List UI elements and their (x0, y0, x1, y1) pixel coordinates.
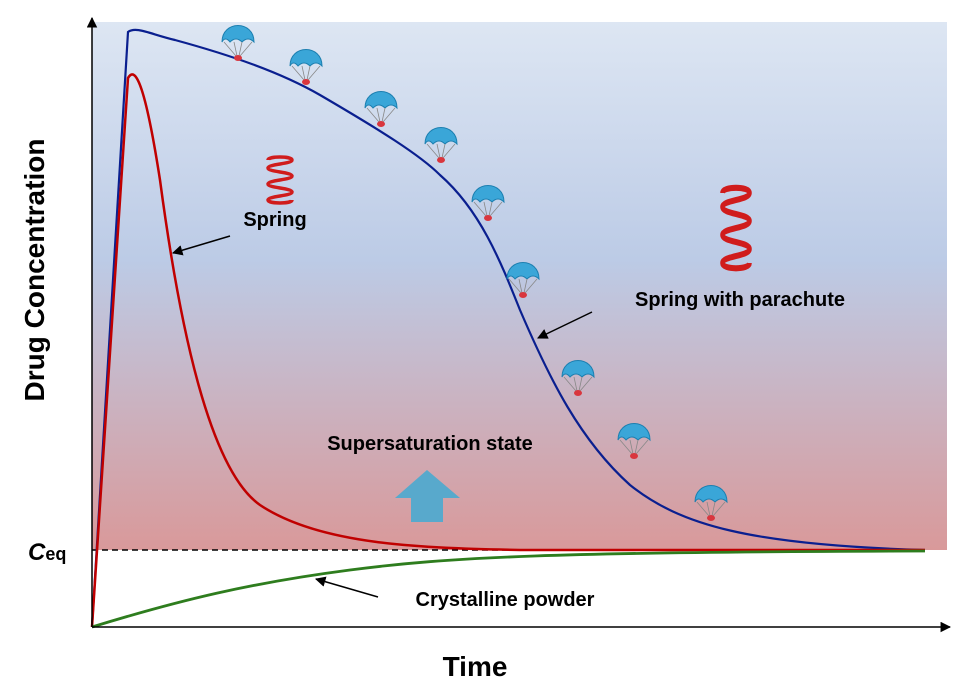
label-arrow (316, 579, 378, 597)
diagram: Spring Spring with parachute Supersatura… (0, 0, 953, 682)
ceq-label: Ceq (28, 539, 66, 566)
supersaturation-region (92, 22, 947, 550)
y-axis-label: Drug Concentration (19, 139, 50, 402)
ceq-subscript: eq (45, 544, 66, 564)
spring-parachute-label: Spring with parachute (635, 289, 845, 311)
x-axis-label: Time (443, 651, 508, 682)
body: Spring Spring with parachute Supersatura… (0, 0, 953, 682)
page: {"axes": {"y_label": "Drug Concentration… (0, 0, 953, 682)
crystalline-label: Crystalline powder (416, 589, 595, 611)
spring-icon (722, 188, 750, 269)
supersaturation-label: Supersaturation state (327, 433, 533, 455)
spring-label: Spring (243, 209, 306, 231)
spring-icon (268, 157, 292, 203)
ceq-symbol: C (28, 539, 46, 566)
